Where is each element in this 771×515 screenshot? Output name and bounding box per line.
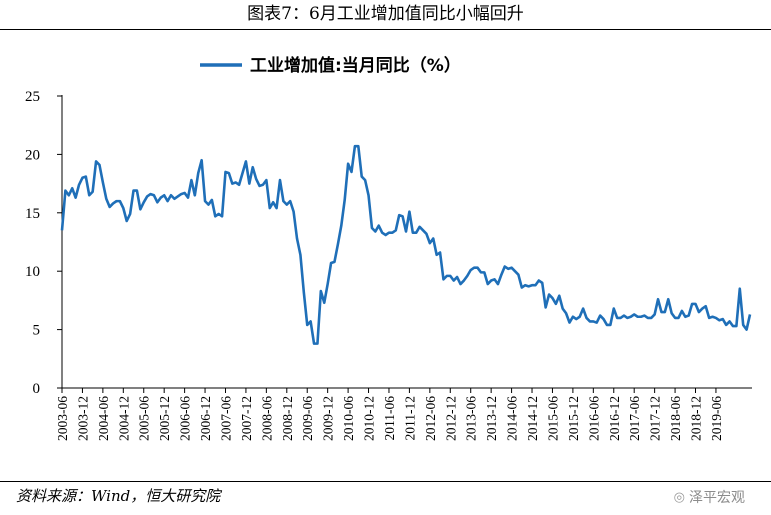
x-tick-label: 2019-06 <box>709 396 724 441</box>
x-tick-label: 2007-12 <box>239 396 254 441</box>
y-tick-label: 10 <box>25 264 40 280</box>
y-tick-label: 0 <box>33 381 41 397</box>
legend-label: 工业增加值:当月同比（%） <box>250 55 461 76</box>
x-tick-label: 2005-06 <box>137 396 152 441</box>
brand-watermark: ◎ 泽平宏观 <box>674 487 745 507</box>
y-tick-label: 20 <box>25 147 40 163</box>
x-tick-label: 2018-12 <box>689 396 704 441</box>
x-axis-ticks: 2003-06 2003-12 2004-06 2004-12 2005-06 2005-… <box>55 388 724 441</box>
y-axis-ticks: 0 5 10 15 20 25 <box>25 89 62 397</box>
series-line-industrial-value-added <box>60 144 752 345</box>
x-tick-label: 2014-12 <box>525 396 540 441</box>
x-tick-label: 2009-12 <box>321 396 336 441</box>
x-tick-label: 2008-12 <box>280 396 295 441</box>
x-tick-label: 2018-06 <box>668 396 683 441</box>
axes <box>61 95 752 389</box>
x-tick-label: 2012-06 <box>423 396 438 441</box>
x-tick-label: 2009-06 <box>300 396 315 441</box>
x-tick-label: 2004-06 <box>96 396 111 441</box>
x-tick-label: 2013-06 <box>464 396 479 441</box>
brand-text: 泽平宏观 <box>689 490 745 506</box>
x-tick-label: 2015-06 <box>545 396 560 441</box>
x-tick-label: 2017-06 <box>627 396 642 441</box>
x-tick-label: 2012-12 <box>443 396 458 441</box>
source-note: 资料来源：Wind，恒大研究院 <box>16 487 221 505</box>
x-tick-label: 2015-12 <box>566 396 581 441</box>
wechat-icon: ◎ <box>673 489 685 505</box>
y-tick-label: 15 <box>25 206 40 222</box>
x-tick-label: 2017-12 <box>648 396 663 441</box>
x-tick-label: 2005-12 <box>157 396 172 441</box>
y-tick-label: 25 <box>25 89 40 105</box>
x-tick-label: 2003-12 <box>75 396 90 441</box>
x-tick-label: 2013-12 <box>484 396 499 441</box>
x-tick-label: 2007-06 <box>218 396 233 441</box>
x-tick-label: 2011-06 <box>382 396 397 441</box>
x-tick-label: 2003-06 <box>55 396 70 441</box>
legend: 工业增加值:当月同比（%） <box>200 55 461 76</box>
y-tick-label: 5 <box>33 323 41 339</box>
x-tick-label: 2016-06 <box>586 396 601 441</box>
x-tick-label: 2014-06 <box>505 396 520 441</box>
x-tick-label: 2008-06 <box>259 396 274 441</box>
bottom-rule <box>0 481 771 482</box>
top-rule <box>0 29 771 30</box>
x-tick-label: 2016-12 <box>607 396 622 441</box>
x-tick-label: 2004-12 <box>116 396 131 441</box>
x-tick-label: 2006-06 <box>178 396 193 441</box>
x-tick-label: 2006-12 <box>198 396 213 441</box>
x-tick-label: 2010-06 <box>341 396 356 441</box>
x-tick-label: 2010-12 <box>362 396 377 441</box>
figure-title: 图表7：6月工业增加值同比小幅回升 <box>247 4 524 24</box>
x-tick-label: 2011-12 <box>402 396 417 441</box>
